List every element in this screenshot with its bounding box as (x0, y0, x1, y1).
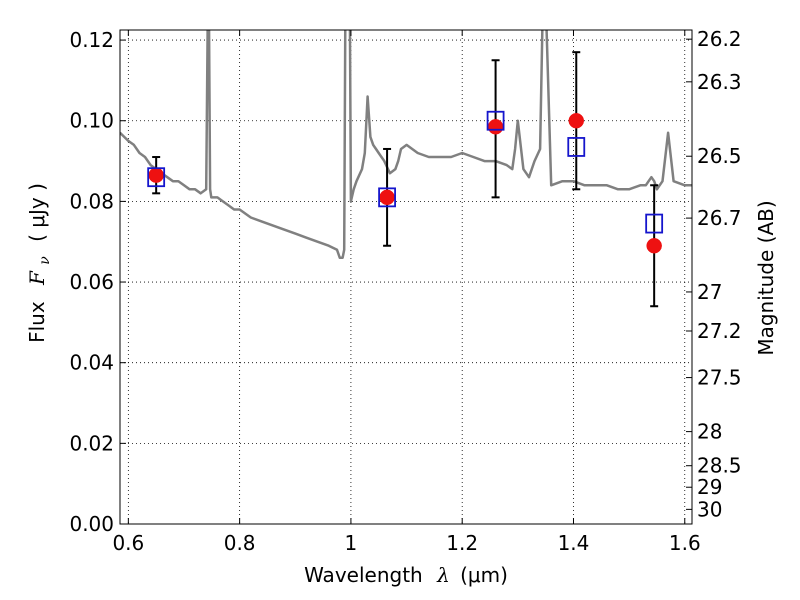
x-axis-label-prefix: Wavelength (304, 563, 423, 587)
magnitude-axis-label: Magnitude (AB) (754, 200, 778, 355)
magnitude-tick-label: 29 (697, 475, 722, 499)
y-tick-label: 0.00 (69, 512, 114, 536)
x-tick-label: 0.6 (112, 531, 144, 555)
x-tick-label: 1.2 (446, 531, 478, 555)
plot-frame (119, 29, 693, 525)
x-tick-label: 1 (345, 531, 358, 555)
magnitude-tick-label: 28 (697, 420, 722, 444)
observed-point (568, 112, 585, 129)
synthetic-point (486, 110, 505, 131)
y-tick-labels: 0.00 0.02 0.04 0.06 0.08 0.10 0.12 (69, 28, 114, 536)
y-tick-label: 0.10 (69, 109, 114, 133)
y-tick-label: 0.12 (69, 28, 114, 52)
magnitude-tick-label: 26.3 (697, 70, 742, 94)
y-tick-label: 0.04 (69, 351, 114, 375)
magnitude-tick-label: 26.2 (697, 27, 742, 51)
observed-point (487, 119, 504, 135)
y-tick-label: 0.02 (69, 431, 114, 455)
y-axis-label-subscript: ν (37, 256, 53, 265)
y-tick-label: 0.08 (69, 189, 114, 213)
synthetic-point (567, 137, 586, 157)
observed-point (646, 237, 662, 254)
synthetic-point (378, 187, 396, 208)
x-axis-label-symbol: λ (436, 563, 450, 587)
magnitude-tick-label: 28.5 (697, 454, 742, 478)
x-tick-label: 1.4 (558, 531, 590, 555)
y-axis-label: Flux F ν ( μJy ) (25, 183, 54, 343)
y-tick-label: 0.06 (69, 270, 114, 294)
observed-point (148, 167, 164, 183)
ticks-layer (120, 30, 692, 525)
x-tick-label: 0.8 (224, 531, 256, 555)
x-tick-labels: 0.6 0.8 1 1.2 1.4 1.6 (112, 531, 700, 555)
synthetic-point (645, 213, 664, 234)
y-axis-label-prefix: Flux (25, 301, 49, 343)
magnitude-tick-label: 27.5 (697, 366, 742, 390)
magnitude-tick-label: 27 (697, 280, 722, 304)
magnitude-tick-label: 30 (697, 497, 722, 521)
y-axis-label-unit: ( μJy ) (25, 183, 49, 242)
magnitude-tick-label: 26.7 (697, 206, 742, 230)
magnitude-tick-label: 27.2 (697, 319, 742, 343)
synthetic-point (147, 167, 166, 188)
y-axis-label-symbol: F (25, 270, 49, 286)
magnitude-tick-label: 26.5 (697, 144, 742, 168)
x-axis-label-unit: (μm) (460, 563, 508, 587)
observed-point (379, 189, 395, 206)
plot-background (120, 30, 692, 524)
x-axis-label: Wavelength λ (μm) (304, 563, 508, 587)
x-tick-label: 1.6 (669, 531, 701, 555)
synthetic-points-layer (147, 110, 664, 234)
